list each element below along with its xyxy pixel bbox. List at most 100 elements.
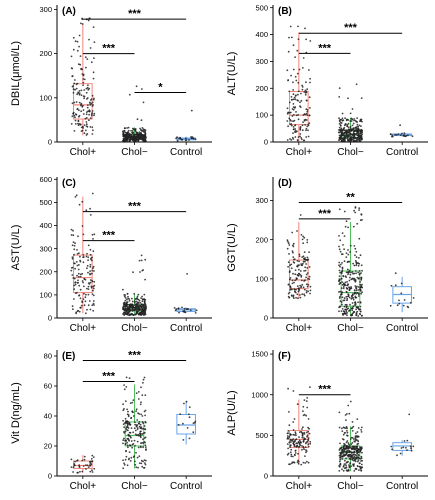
data-point: [345, 464, 347, 467]
data-point: [338, 279, 341, 281]
data-point: [132, 306, 134, 308]
data-point: [86, 264, 89, 267]
box-chol-neg: [338, 206, 363, 317]
data-point: [359, 301, 362, 303]
data-points: [286, 25, 312, 142]
data-point: [294, 75, 297, 78]
data-point: [305, 276, 307, 279]
data-point: [356, 285, 358, 288]
data-point: [301, 124, 304, 127]
data-point: [122, 442, 124, 445]
data-point: [359, 467, 362, 470]
data-point: [123, 311, 126, 314]
data-point: [76, 253, 79, 255]
data-point: [304, 446, 307, 449]
data-point: [295, 79, 298, 82]
data-point: [353, 451, 356, 454]
data-point: [299, 296, 302, 299]
data-point: [288, 101, 291, 104]
data-point: [70, 55, 73, 58]
data-point: [346, 449, 348, 452]
data-point: [298, 253, 301, 256]
data-point: [72, 111, 75, 114]
data-point: [360, 213, 363, 216]
data-point: [124, 294, 126, 296]
data-point: [89, 207, 91, 210]
data-point: [93, 97, 95, 100]
data-point: [294, 454, 296, 457]
data-point: [297, 274, 299, 277]
data-point: [344, 308, 347, 311]
data-point: [127, 446, 129, 449]
data-point: [133, 133, 135, 136]
data-point: [356, 123, 359, 126]
data-point: [123, 129, 126, 132]
data-point: [73, 244, 76, 247]
data-point: [345, 469, 348, 472]
data-point: [91, 110, 94, 112]
data-point: [306, 406, 309, 409]
data-point: [82, 254, 85, 256]
data-point: [136, 419, 139, 421]
y-tick-label: 0: [264, 138, 268, 147]
significance-bracket: ***: [82, 201, 187, 213]
data-point: [192, 137, 195, 140]
data-point: [298, 255, 301, 257]
data-point: [391, 135, 393, 138]
data-point: [354, 468, 357, 470]
data-point: [142, 446, 145, 449]
data-point: [92, 289, 94, 292]
data-point: [353, 470, 356, 472]
data-point: [135, 135, 138, 138]
data-point: [144, 258, 147, 261]
data-point: [338, 119, 341, 122]
data-point: [133, 304, 136, 307]
data-point: [135, 451, 137, 454]
data-point: [338, 208, 341, 211]
data-point: [352, 465, 355, 467]
x-category-label: Control: [170, 147, 202, 158]
data-point: [87, 84, 89, 87]
data-point: [77, 91, 79, 94]
data-point: [134, 433, 137, 436]
data-point: [348, 279, 351, 282]
data-point: [76, 459, 79, 462]
data-point: [292, 455, 294, 458]
data-point: [292, 461, 295, 464]
data-point: [145, 136, 147, 139]
data-point: [294, 273, 297, 276]
data-point: [123, 463, 126, 466]
data-point: [293, 96, 296, 99]
data-point: [294, 56, 296, 58]
significance-bracket: ***: [298, 384, 351, 396]
data-point: [141, 394, 144, 396]
data-point: [358, 308, 361, 311]
data-point: [78, 114, 81, 117]
data-point: [338, 235, 340, 237]
data-point: [73, 284, 76, 287]
data-point: [144, 140, 147, 142]
data-point: [75, 194, 78, 197]
data-point: [359, 254, 362, 257]
data-point: [305, 460, 308, 463]
data-point: [131, 308, 134, 311]
data-point: [297, 90, 300, 93]
data-point: [140, 132, 142, 135]
y-tick-label: 200: [39, 49, 52, 58]
data-point: [288, 278, 291, 281]
data-points: [286, 214, 312, 300]
data-point: [359, 135, 362, 138]
data-point: [78, 34, 81, 37]
data-point: [139, 434, 142, 436]
data-point: [141, 127, 144, 129]
data-point: [188, 437, 191, 440]
data-point: [91, 94, 94, 97]
data-point: [135, 466, 138, 469]
data-point: [358, 140, 361, 143]
data-point: [358, 257, 360, 259]
data-point: [306, 434, 309, 437]
data-point: [89, 270, 91, 272]
y-tick-label: 400: [39, 221, 52, 230]
data-point: [89, 103, 92, 106]
